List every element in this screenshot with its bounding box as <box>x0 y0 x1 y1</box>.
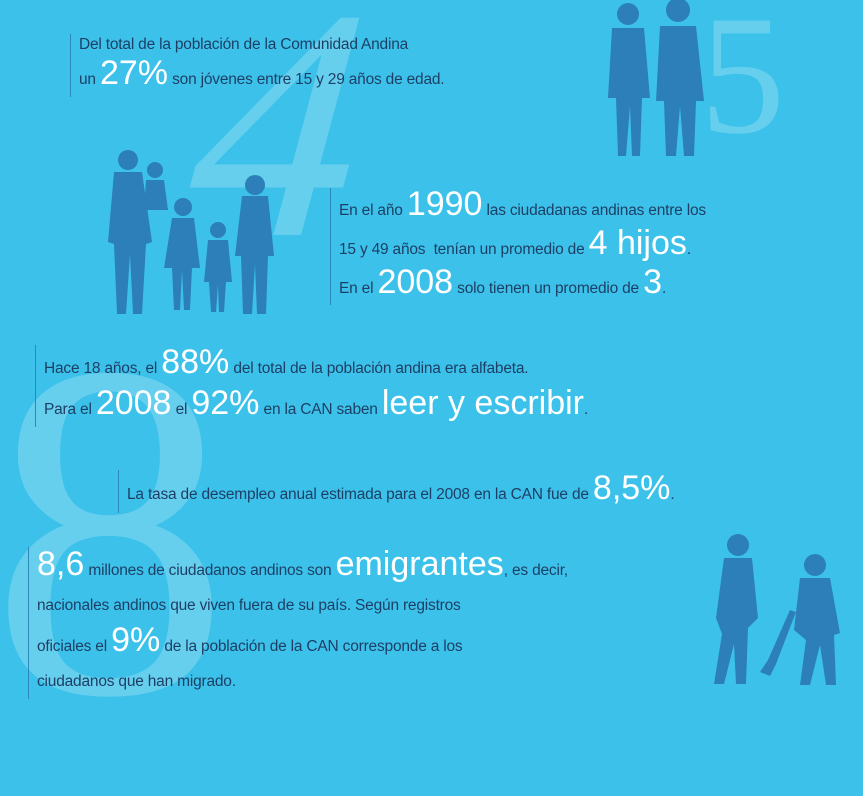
text: . <box>662 272 666 305</box>
text-line: Para el 2008 el 92% en la CAN saben leer… <box>44 386 588 427</box>
text: En el año <box>339 194 407 227</box>
text-block: 8,6 millones de ciudadanos andinos son e… <box>28 547 568 699</box>
text-line: oficiales el 9% de la población de la CA… <box>37 623 568 664</box>
text: En el <box>339 272 377 305</box>
highlight: 27% <box>100 56 168 90</box>
highlight: emigrantes <box>336 547 504 582</box>
highlight: 2008 <box>377 266 453 299</box>
highlight: 2008 <box>96 386 172 420</box>
text-block: En el año 1990 las ciudadanas andinas en… <box>330 188 706 305</box>
text-line: 8,6 millones de ciudadanos andinos son e… <box>37 547 568 588</box>
text-line: ciudadanos que han migrado. <box>37 664 568 699</box>
text: millones de ciudadanos andinos son <box>84 553 335 588</box>
highlight: 1990 <box>407 188 483 221</box>
text: del total de la población andina era alf… <box>229 352 528 386</box>
highlight: 8,6 <box>37 547 84 582</box>
highlight: leer y escribir <box>382 386 584 420</box>
highlight: 92% <box>191 386 259 420</box>
highlight: 88% <box>161 345 229 379</box>
text: en la CAN saben <box>259 393 381 427</box>
text-line: En el año 1990 las ciudadanas andinas en… <box>339 188 706 227</box>
text: . <box>584 393 588 427</box>
text: nacionales andinos que viven fuera de su… <box>37 588 461 623</box>
text: ciudadanos que han migrado. <box>37 664 236 699</box>
text: de la población de la CAN corresponde a … <box>160 629 462 664</box>
text: La tasa de desempleo anual estimada para… <box>127 477 593 513</box>
text: Del total de la población de la Comunida… <box>79 34 408 56</box>
highlight: 4 hijos <box>589 227 687 260</box>
text: las ciudadanas andinas entre los <box>482 194 705 227</box>
highlight: 3 <box>643 266 662 299</box>
infographic: 4 5 8 Del total de la población de la Co… <box>0 0 863 704</box>
text-block: Del total de la población de la Comunida… <box>70 34 444 97</box>
text-line: nacionales andinos que viven fuera de su… <box>37 588 568 623</box>
text-line: 15 y 49 años tenían un promedio de 4 hij… <box>339 227 706 266</box>
text: solo tienen un promedio de <box>453 272 643 305</box>
text-line: Hace 18 años, el 88% del total de la pob… <box>44 345 588 386</box>
text: . <box>670 477 674 513</box>
text-line: La tasa de desempleo anual estimada para… <box>127 470 675 513</box>
text: Para el <box>44 393 96 427</box>
text-line: Del total de la población de la Comunida… <box>79 34 444 56</box>
couple-silhouette <box>608 0 704 156</box>
workers-silhouette <box>714 534 840 685</box>
text: , es decir, <box>504 553 568 588</box>
text-block: La tasa de desempleo anual estimada para… <box>118 470 675 513</box>
text: Hace 18 años, el <box>44 352 161 386</box>
text-line: En el 2008 solo tienen un promedio de 3. <box>339 266 706 305</box>
text: oficiales el <box>37 629 111 664</box>
family-silhouette <box>108 150 274 314</box>
text: son jóvenes entre 15 y 29 años de edad. <box>168 63 444 97</box>
text: . <box>687 233 691 266</box>
text: un <box>79 63 100 97</box>
text-line: un 27% son jóvenes entre 15 y 29 años de… <box>79 56 444 97</box>
highlight: 9% <box>111 623 160 658</box>
text: 15 y 49 años tenían un promedio de <box>339 233 589 266</box>
highlight: 8,5% <box>593 470 671 506</box>
text: el <box>171 393 191 427</box>
text-block: Hace 18 años, el 88% del total de la pob… <box>35 345 588 427</box>
